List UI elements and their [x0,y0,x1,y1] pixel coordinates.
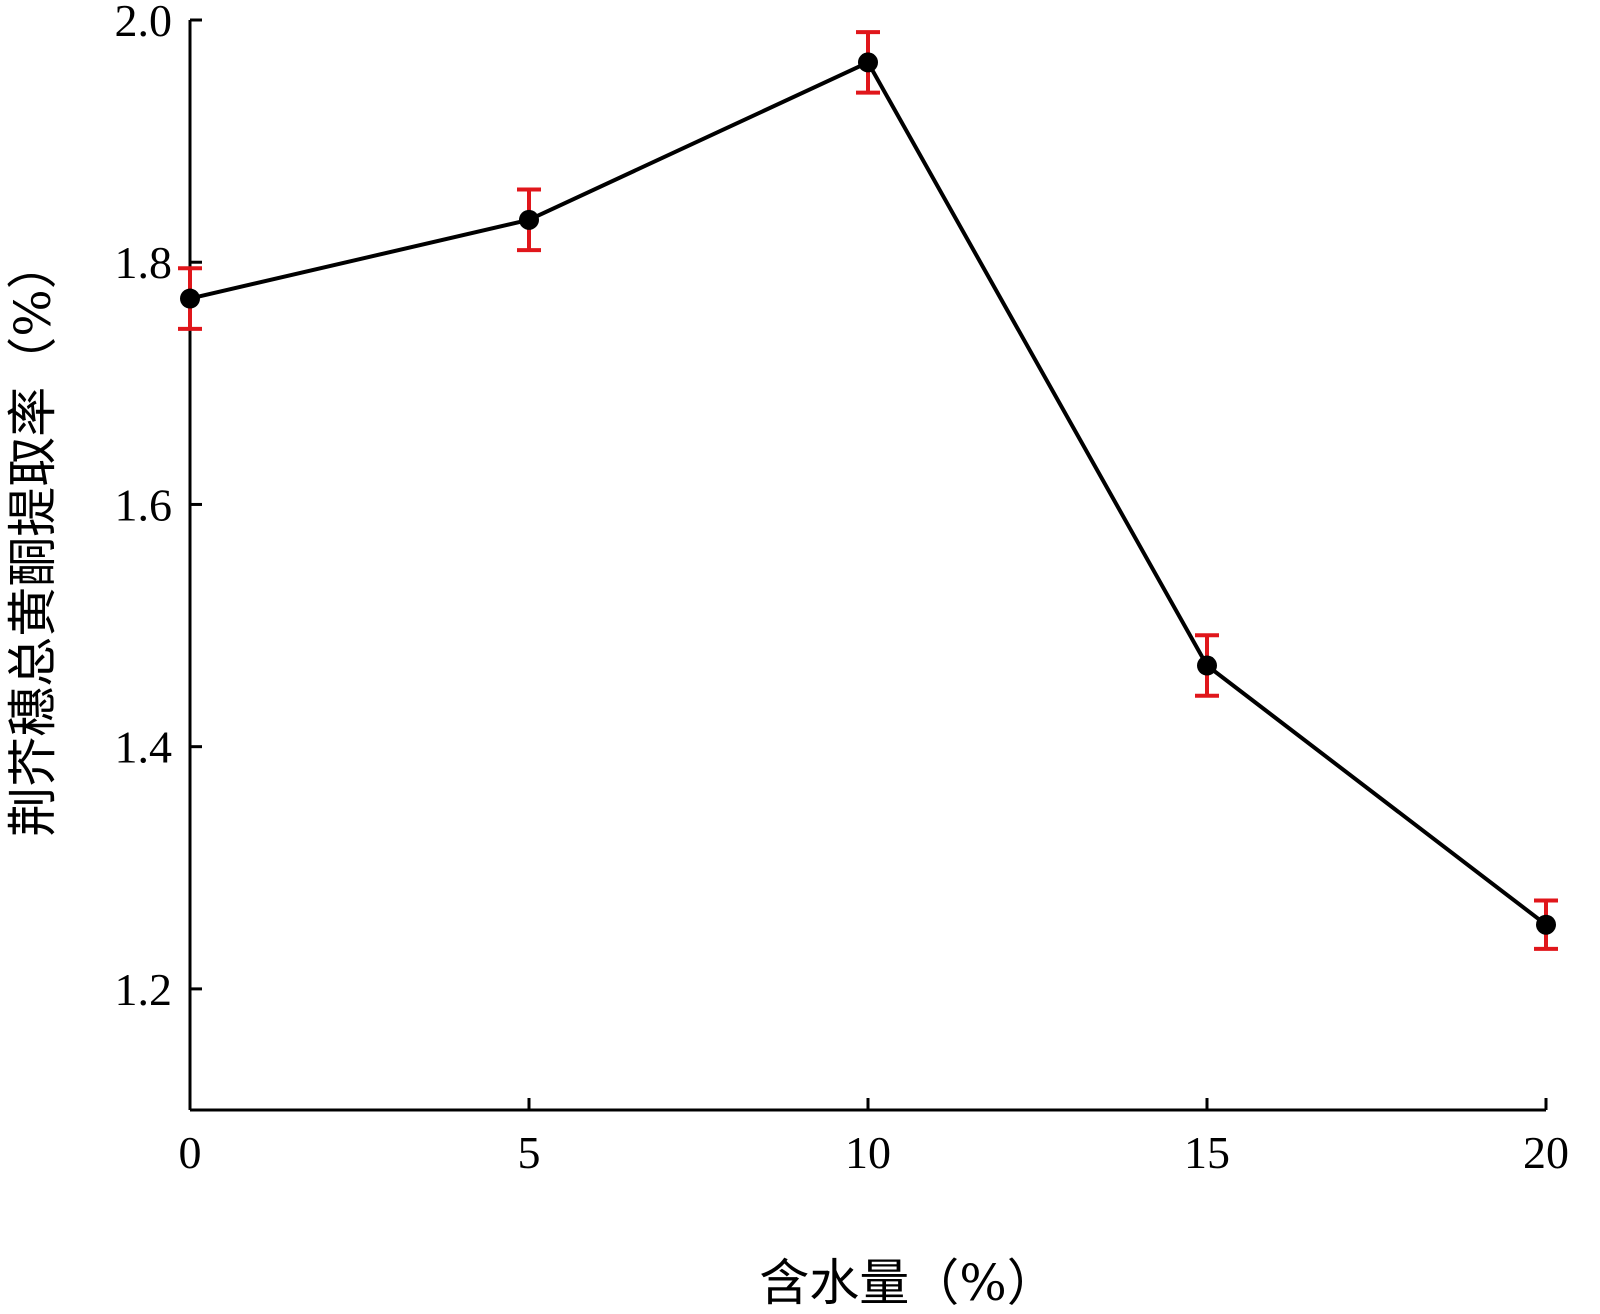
x-tick-label: 10 [845,1127,891,1178]
data-point [858,52,878,73]
y-tick-label: 1.4 [115,722,173,773]
x-tick-label: 0 [179,1127,202,1178]
series-line [189,60,1548,927]
y-axis-title: 荆芥穗总黄酮提取率（%） [4,239,62,837]
data-point [180,288,200,309]
data-point [1197,655,1217,676]
ticks: 0 5 10 15 20 1.2 1.4 1.6 1.8 2.0 [115,0,1570,1178]
axes [188,20,1546,1112]
y-tick-label: 2.0 [115,0,173,46]
x-tick-label: 5 [518,1127,541,1178]
y-tick-label: 1.8 [115,237,173,288]
y-tick-label: 1.2 [115,964,173,1015]
x-tick-label: 20 [1523,1127,1569,1178]
x-axis-title: 含水量（%） [759,1254,1057,1312]
data-point [1536,914,1556,935]
data-point [519,209,539,230]
plot-area [178,30,1558,951]
x-tick-label: 15 [1184,1127,1230,1178]
y-tick-label: 1.6 [115,479,173,530]
